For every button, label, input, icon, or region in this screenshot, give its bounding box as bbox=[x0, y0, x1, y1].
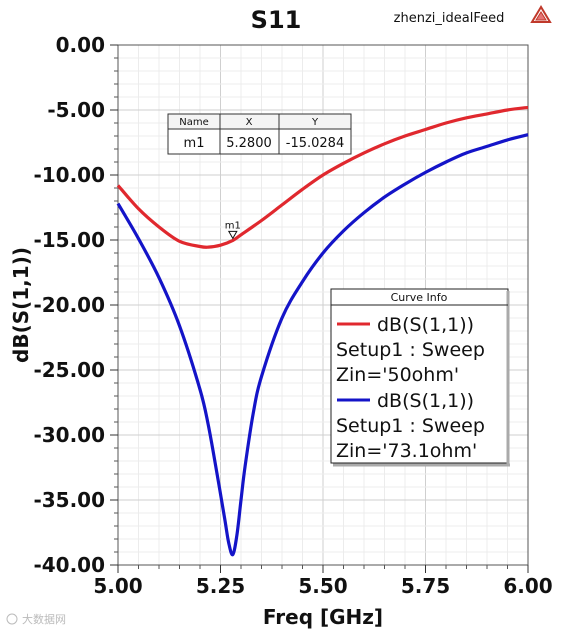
marker-table-header-row bbox=[167, 113, 352, 130]
y-tick-label: -10.00 bbox=[33, 163, 105, 187]
legend: Curve Info dB(S(1,1)) Setup1 : Sweep Zin… bbox=[330, 288, 510, 467]
marker-table-header-x: X bbox=[246, 117, 253, 128]
marker-table-cell-y: -15.0284 bbox=[286, 136, 344, 151]
marker-m1-label: m1 bbox=[225, 220, 241, 231]
x-tick-label: 6.00 bbox=[503, 574, 552, 598]
x-axis-ticks: 5.00 5.25 5.50 5.75 6.00 bbox=[93, 565, 553, 598]
legend-entry-73ohm[interactable]: dB(S(1,1)) Setup1 : Sweep Zin='73.1ohm' bbox=[336, 390, 485, 462]
series-group bbox=[116, 105, 529, 557]
marker-m1-triangle-icon bbox=[227, 230, 238, 240]
ansys-logo-icon bbox=[530, 5, 552, 23]
legend-entry-50ohm[interactable]: dB(S(1,1)) Setup1 : Sweep Zin='50ohm' bbox=[336, 314, 485, 386]
y-tick-label: -40.00 bbox=[33, 553, 105, 577]
legend-entry-73ohm-line2: Setup1 : Sweep bbox=[336, 415, 485, 437]
series-line-73ohm[interactable] bbox=[116, 133, 529, 557]
y-tick-label: -35.00 bbox=[33, 488, 105, 512]
x-axis-label: Freq [GHz] bbox=[263, 605, 383, 629]
marker-m1[interactable]: m1 bbox=[225, 220, 241, 240]
legend-frame bbox=[330, 288, 509, 464]
legend-entry-73ohm-line1: dB(S(1,1)) bbox=[377, 390, 474, 412]
y-tick-label: -5.00 bbox=[47, 98, 105, 122]
y-tick-label: -30.00 bbox=[33, 423, 105, 447]
legend-entry-73ohm-line3: Zin='73.1ohm' bbox=[336, 440, 477, 462]
marker-table-cell-x: 5.2800 bbox=[226, 136, 272, 151]
y-tick-label: 0.00 bbox=[56, 33, 105, 57]
y-axis-label: dB(S(1,1)) bbox=[9, 247, 33, 363]
watermark-text: 大数据网 bbox=[22, 612, 66, 626]
y-tick-label: -15.00 bbox=[33, 228, 105, 252]
series-line-50ohm[interactable] bbox=[116, 105, 529, 249]
y-axis-ticks: 0.00 -5.00 -10.00 -15.00 -20.00 -25.00 -30.00 -… bbox=[33, 33, 118, 577]
watermark-logo-icon bbox=[6, 613, 18, 625]
marker-table-header-y: Y bbox=[311, 117, 319, 128]
x-tick-label: 5.50 bbox=[298, 574, 347, 598]
y-tick-label: -25.00 bbox=[33, 358, 105, 382]
y-tick-label: -20.00 bbox=[33, 293, 105, 317]
project-name: zhenzi_idealFeed bbox=[394, 11, 505, 26]
marker-table: Name X Y m1 5.2800 -15.0284 bbox=[167, 113, 352, 155]
marker-table-header-name: Name bbox=[179, 117, 209, 128]
chart-title: S11 bbox=[251, 6, 302, 34]
legend-entry-50ohm-line1: dB(S(1,1)) bbox=[377, 314, 474, 336]
x-tick-label: 5.75 bbox=[401, 574, 450, 598]
legend-title: Curve Info bbox=[391, 291, 448, 304]
x-tick-label: 5.25 bbox=[196, 574, 245, 598]
x-tick-label: 5.00 bbox=[93, 574, 142, 598]
marker-table-cell-name: m1 bbox=[184, 136, 205, 151]
legend-entry-50ohm-line2: Setup1 : Sweep bbox=[336, 339, 485, 361]
watermark: 大数据网 bbox=[6, 612, 66, 626]
legend-entry-50ohm-line3: Zin='50ohm' bbox=[336, 364, 459, 386]
